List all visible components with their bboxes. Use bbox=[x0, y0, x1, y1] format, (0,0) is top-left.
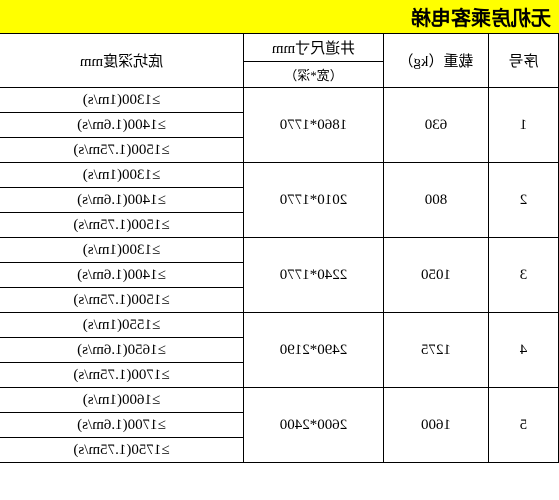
seq-cell: 1 bbox=[489, 88, 559, 163]
header-row: 序号 载重（kg） 井道尺寸mm 底坑深度mm bbox=[0, 34, 559, 62]
page-title: 无机房乘客电梯 bbox=[0, 0, 559, 33]
pit-cell: ≥1600(1m/s) bbox=[0, 388, 244, 413]
pit-cell: ≥1750(1.75m/s) bbox=[0, 438, 244, 463]
seq-cell: 3 bbox=[489, 238, 559, 313]
table-row: 516002600*2400≥1600(1m/s) bbox=[0, 388, 559, 413]
pit-cell: ≥1400(1.6m/s) bbox=[0, 113, 244, 138]
pit-cell: ≥1550(1m/s) bbox=[0, 313, 244, 338]
header-size-sub: （宽*深） bbox=[244, 62, 384, 88]
header-size-top: 井道尺寸mm bbox=[244, 34, 384, 62]
seq-cell: 5 bbox=[489, 388, 559, 463]
table-row: 412752490*2190≥1550(1m/s) bbox=[0, 313, 559, 338]
pit-cell: ≥1650(1.6m/s) bbox=[0, 338, 244, 363]
pit-cell: ≥1500(1.75m/s) bbox=[0, 213, 244, 238]
size-cell: 2010*1770 bbox=[244, 163, 384, 238]
header-seq: 序号 bbox=[489, 34, 559, 88]
table-row: 28002010*1770≥1300(1m/s) bbox=[0, 163, 559, 188]
pit-cell: ≥1400(1.6m/s) bbox=[0, 263, 244, 288]
spec-table: 序号 载重（kg） 井道尺寸mm 底坑深度mm （宽*深） 16301860*1… bbox=[0, 33, 559, 463]
pit-cell: ≥1500(1.75m/s) bbox=[0, 138, 244, 163]
load-cell: 1050 bbox=[384, 238, 489, 313]
pit-cell: ≥1500(1.75m/s) bbox=[0, 288, 244, 313]
load-cell: 1275 bbox=[384, 313, 489, 388]
seq-cell: 4 bbox=[489, 313, 559, 388]
pit-cell: ≥1700(1.75m/s) bbox=[0, 363, 244, 388]
pit-cell: ≥1400(1.6m/s) bbox=[0, 188, 244, 213]
pit-cell: ≥1300(1m/s) bbox=[0, 88, 244, 113]
size-cell: 2490*2190 bbox=[244, 313, 384, 388]
pit-cell: ≥1300(1m/s) bbox=[0, 238, 244, 263]
seq-cell: 2 bbox=[489, 163, 559, 238]
table-row: 310502240*1770≥1300(1m/s) bbox=[0, 238, 559, 263]
pit-cell: ≥1700(1.6m/s) bbox=[0, 413, 244, 438]
pit-cell: ≥1300(1m/s) bbox=[0, 163, 244, 188]
load-cell: 630 bbox=[384, 88, 489, 163]
header-pit: 底坑深度mm bbox=[0, 34, 244, 88]
header-load: 载重（kg） bbox=[384, 34, 489, 88]
table-container: 无机房乘客电梯 序号 载重（kg） 井道尺寸mm 底坑深度mm （宽*深） 16… bbox=[0, 0, 559, 463]
load-cell: 1600 bbox=[384, 388, 489, 463]
table-row: 16301860*1770≥1300(1m/s) bbox=[0, 88, 559, 113]
load-cell: 800 bbox=[384, 163, 489, 238]
size-cell: 1860*1770 bbox=[244, 88, 384, 163]
size-cell: 2600*2400 bbox=[244, 388, 384, 463]
size-cell: 2240*1770 bbox=[244, 238, 384, 313]
